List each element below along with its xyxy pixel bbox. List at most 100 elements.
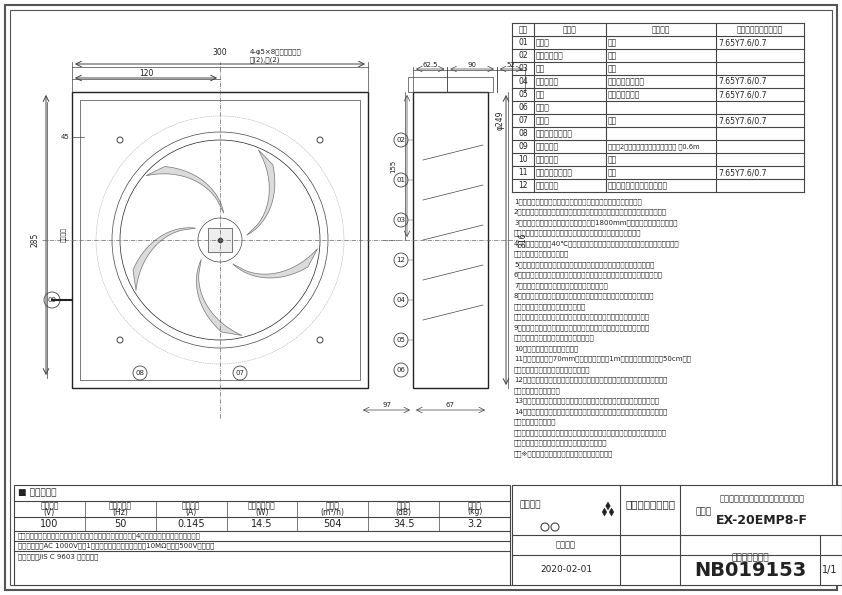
Text: アルミニウム板: アルミニウム板 — [608, 90, 641, 99]
Text: 電源コード: 電源コード — [536, 142, 559, 151]
Text: 285: 285 — [30, 233, 40, 247]
Text: (A): (A) — [185, 508, 197, 516]
Text: 100: 100 — [40, 519, 59, 529]
Circle shape — [394, 363, 408, 377]
Text: (W): (W) — [255, 508, 269, 516]
Text: 45: 45 — [61, 134, 69, 140]
Text: 04: 04 — [518, 77, 528, 86]
Text: 3.2: 3.2 — [466, 519, 482, 529]
Text: アルミニウム合金: アルミニウム合金 — [608, 77, 645, 86]
Text: 定格電圧: 定格電圧 — [40, 502, 59, 511]
Text: 0.145: 0.145 — [178, 519, 205, 529]
Text: 油塗り: 油塗り — [536, 116, 550, 125]
Text: 上(2),下(2): 上(2),下(2) — [250, 57, 280, 63]
Text: 鋼板: 鋼板 — [608, 64, 617, 73]
Text: 9．雨水の直接から場所では雨水が直接侵入することがありますので、: 9．雨水の直接から場所では雨水が直接侵入することがありますので、 — [514, 324, 650, 331]
Text: 形　名: 形 名 — [695, 508, 711, 516]
Polygon shape — [247, 150, 274, 235]
Text: 材　　質: 材 質 — [652, 25, 670, 34]
Text: 定格電流: 定格電流 — [182, 502, 200, 511]
Text: ・塩害地　・塩害地域　・食品工場: ・塩害地 ・塩害地域 ・食品工場 — [514, 303, 586, 309]
Text: 定格消費電力: 定格消費電力 — [248, 502, 276, 511]
Text: 12: 12 — [518, 181, 528, 190]
Bar — [72, 92, 368, 388]
Text: 電動機: 電動機 — [536, 103, 550, 112]
Text: 作成日付: 作成日付 — [556, 540, 576, 550]
Text: 再生形フィルター付金属製（電気式）: 再生形フィルター付金属製（電気式） — [720, 494, 804, 503]
Text: 05: 05 — [518, 90, 528, 99]
Text: スピンナー: スピンナー — [536, 77, 559, 86]
Text: 2．据付および電気工事は安全上必ず同梱の据付工事説明書に従ってください。: 2．据付および電気工事は安全上必ず同梱の据付工事説明書に従ってください。 — [514, 208, 667, 215]
Text: 11: 11 — [518, 168, 528, 177]
Text: 鋼板: 鋼板 — [608, 155, 617, 164]
Polygon shape — [196, 259, 242, 336]
Text: 7.65Y7.6/0.7: 7.65Y7.6/0.7 — [718, 77, 766, 86]
Text: 据付けないでください。: 据付けないでください。 — [514, 250, 569, 257]
Text: ・畜舎・養豚場のようなにおりや有毒ガスの多い場所　・業務用厨房: ・畜舎・養豚場のようなにおりや有毒ガスの多い場所 ・業務用厨房 — [514, 314, 650, 320]
Text: 品　名: 品 名 — [563, 25, 577, 34]
Text: 50: 50 — [115, 519, 126, 529]
Text: シャッター: シャッター — [536, 155, 559, 164]
Text: 06: 06 — [397, 367, 406, 373]
Text: アルミパンチングフィルター: アルミパンチングフィルター — [608, 181, 668, 190]
Polygon shape — [602, 508, 607, 516]
Text: 155: 155 — [390, 159, 396, 173]
Text: 耐　電　圧　AC 1000V　　1分間　　　絶　縁　抵　抗　10MΩ以上（500Vメガー）: 耐 電 圧 AC 1000V 1分間 絶 縁 抵 抗 10MΩ以上（500Vメガ… — [18, 543, 215, 549]
Text: EX-20EMP8-F: EX-20EMP8-F — [716, 513, 808, 527]
Text: 12: 12 — [397, 257, 406, 263]
Text: (kg): (kg) — [466, 508, 482, 516]
Bar — [408, 77, 493, 92]
Text: 8．下記の場所には据付けないでください。製品の寿命が短くなります。: 8．下記の場所には据付けないでください。製品の寿命が短くなります。 — [514, 293, 654, 299]
Text: 1．この製品は住宅の台所用です。業務用途では使用できません。: 1．この製品は住宅の台所用です。業務用途では使用できません。 — [514, 198, 642, 205]
Text: 05: 05 — [397, 337, 406, 343]
Circle shape — [394, 133, 408, 147]
Bar — [208, 228, 232, 252]
Circle shape — [133, 366, 147, 380]
Text: 羽根: 羽根 — [536, 90, 546, 99]
Text: 電動機形式　全閉形コンデンサー永久分相形単相誘導電動機　4極　シャッター形式　　電気式: 電動機形式 全閉形コンデンサー永久分相形単相誘導電動機 4極 シャッター形式 電… — [18, 533, 201, 539]
Text: 機種中心: 機種中心 — [61, 227, 67, 243]
Text: 7.65Y7.6/0.7: 7.65Y7.6/0.7 — [718, 116, 766, 125]
Text: パネル: パネル — [536, 38, 550, 47]
Circle shape — [394, 213, 408, 227]
Text: 08: 08 — [136, 370, 145, 376]
Text: 10．ダクト接続はできません。: 10．ダクト接続はできません。 — [514, 345, 578, 352]
Text: 場合があります。: 場合があります。 — [514, 418, 557, 425]
Polygon shape — [232, 249, 317, 278]
Text: NB019153: NB019153 — [694, 560, 806, 580]
Text: 67: 67 — [446, 402, 455, 408]
Text: 7.65Y7.6/0.7: 7.65Y7.6/0.7 — [718, 168, 766, 177]
Text: 騒　音: 騒 音 — [397, 502, 411, 511]
Text: 1/1: 1/1 — [823, 565, 838, 575]
Text: 504: 504 — [323, 519, 342, 529]
Text: 300: 300 — [213, 48, 227, 57]
Polygon shape — [605, 502, 610, 510]
Circle shape — [394, 173, 408, 187]
Text: (m³/h): (m³/h) — [321, 508, 345, 516]
Text: 品番: 品番 — [519, 25, 528, 34]
Text: 14.5: 14.5 — [251, 519, 273, 529]
Text: 03: 03 — [397, 217, 406, 223]
Text: 62.5: 62.5 — [423, 62, 438, 68]
Text: 7.65Y7.6/0.7: 7.65Y7.6/0.7 — [718, 38, 766, 47]
Text: フィルターパネル: フィルターパネル — [536, 168, 573, 177]
Text: 4-φ5×8　据付用長穴: 4-φ5×8 据付用長穴 — [250, 49, 301, 55]
Text: 01: 01 — [518, 38, 528, 47]
Text: 5．浴室など湿気の多い場所や給置する場所には据付けないでください。: 5．浴室など湿気の多い場所や給置する場所には据付けないでください。 — [514, 261, 654, 268]
Text: (V): (V) — [44, 508, 55, 516]
Text: 6．本体の据付けは十分強度のあるところを選んで確実に行なってください。: 6．本体の据付けは十分強度のあるところを選んで確実に行なってください。 — [514, 271, 663, 278]
Text: 丸鋼: 丸鋼 — [608, 51, 617, 60]
Text: 7.65Y7.6/0.7: 7.65Y7.6/0.7 — [718, 90, 766, 99]
Text: 鋼板: 鋼板 — [608, 38, 617, 47]
Text: 定格周波数: 定格周波数 — [109, 502, 132, 511]
Text: 09: 09 — [47, 297, 56, 303]
Text: 専用ウェザーカバーをご使用ください。: 専用ウェザーカバーをご使用ください。 — [514, 334, 594, 341]
Text: 据付けてください。: 据付けてください。 — [514, 387, 561, 394]
Polygon shape — [133, 228, 195, 290]
Circle shape — [394, 253, 408, 267]
Polygon shape — [609, 508, 614, 516]
Bar — [413, 92, 488, 388]
Text: 本体: 本体 — [536, 64, 546, 73]
Text: 色調（マンセル・近）: 色調（マンセル・近） — [737, 25, 783, 34]
Text: 02: 02 — [518, 51, 528, 60]
